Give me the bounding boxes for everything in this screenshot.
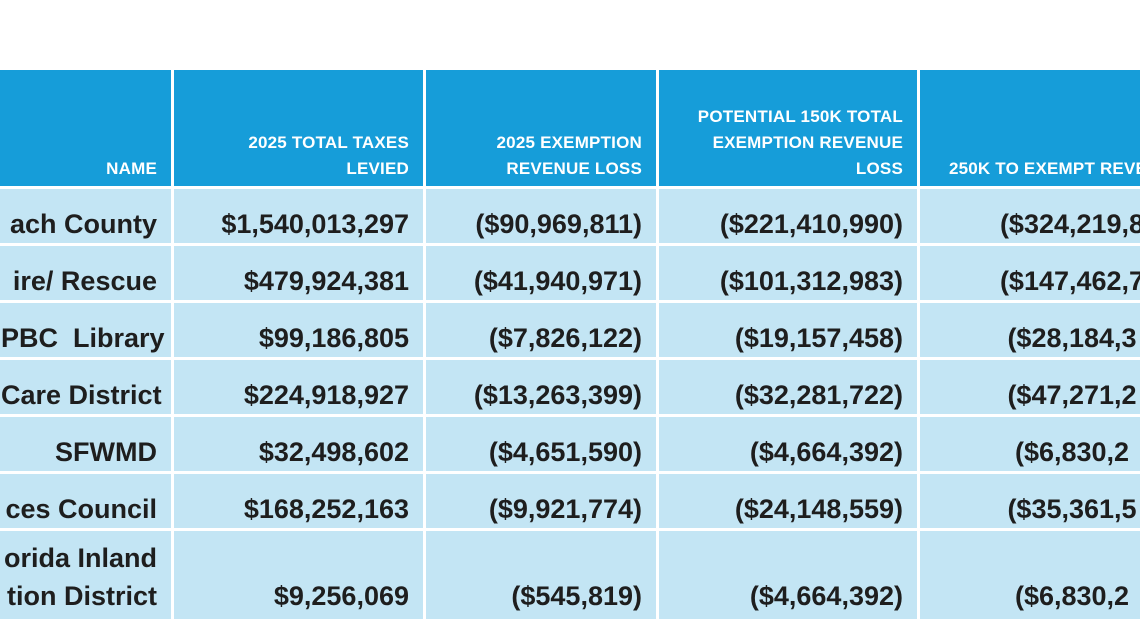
row-total-taxes: $1,540,013,297 [174, 189, 423, 243]
table-row: ach County $1,540,013,297 ($90,969,811) … [0, 189, 1140, 243]
header-name: NAME [0, 70, 171, 186]
row-total-taxes: $9,256,069 [174, 531, 423, 619]
row-150k-loss: ($4,664,392) [659, 531, 917, 619]
table-row: ces Council $168,252,163 ($9,921,774) ($… [0, 474, 1140, 528]
row-total-taxes: $32,498,602 [174, 417, 423, 471]
table-row: SFWMD $32,498,602 ($4,651,590) ($4,664,3… [0, 417, 1140, 471]
row-total-taxes: $168,252,163 [174, 474, 423, 528]
row-150k-loss: ($221,410,990) [659, 189, 917, 243]
row-name: ces Council [0, 474, 171, 528]
tax-exemption-table: NAME 2025 TOTAL TAXES LEVIED 2025 EXEMPT… [0, 67, 1140, 622]
row-total-taxes: $99,186,805 [174, 303, 423, 357]
row-name: Care District [0, 360, 171, 414]
row-total-taxes: $224,918,927 [174, 360, 423, 414]
row-total-taxes: $479,924,381 [174, 246, 423, 300]
header-150k-exemption-loss: POTENTIAL 150K TOTAL EXEMPTION REVENUE L… [659, 70, 917, 186]
row-name-line-2: tion District [6, 581, 157, 611]
header-250k-exemption-loss: 250K TO EXEMPT REVENUE L [920, 70, 1140, 186]
row-exemption-loss: ($90,969,811) [426, 189, 656, 243]
row-name-line-1: orida Inland [3, 543, 157, 573]
row-250k-loss: ($147,462,7 [920, 246, 1140, 300]
row-250k-loss: ($35,361,5 [920, 474, 1140, 528]
table-row: orida Inland tion District $9,256,069 ($… [0, 531, 1140, 619]
row-exemption-loss: ($41,940,971) [426, 246, 656, 300]
row-exemption-loss: ($7,826,122) [426, 303, 656, 357]
row-exemption-loss: ($13,263,399) [426, 360, 656, 414]
row-150k-loss: ($19,157,458) [659, 303, 917, 357]
header-row: NAME 2025 TOTAL TAXES LEVIED 2025 EXEMPT… [0, 70, 1140, 186]
row-150k-loss: ($32,281,722) [659, 360, 917, 414]
table-row: ire/ Rescue $479,924,381 ($41,940,971) (… [0, 246, 1140, 300]
row-name: PBC Library [0, 303, 171, 357]
row-150k-loss: ($4,664,392) [659, 417, 917, 471]
row-150k-loss: ($101,312,983) [659, 246, 917, 300]
row-250k-loss: ($6,830,2 [920, 531, 1140, 619]
row-name: ach County [0, 189, 171, 243]
row-exemption-loss: ($4,651,590) [426, 417, 656, 471]
row-250k-loss: ($324,219,8 [920, 189, 1140, 243]
row-name: ire/ Rescue [0, 246, 171, 300]
row-exemption-loss: ($545,819) [426, 531, 656, 619]
row-250k-loss: ($47,271,2 [920, 360, 1140, 414]
row-name: orida Inland tion District [0, 531, 171, 619]
table-row: PBC Library $99,186,805 ($7,826,122) ($1… [0, 303, 1140, 357]
table-row: Care District $224,918,927 ($13,263,399)… [0, 360, 1140, 414]
row-name: SFWMD [0, 417, 171, 471]
row-250k-loss: ($28,184,3 [920, 303, 1140, 357]
row-150k-loss: ($24,148,559) [659, 474, 917, 528]
header-total-taxes-levied: 2025 TOTAL TAXES LEVIED [174, 70, 423, 186]
header-exemption-revenue-loss: 2025 EXEMPTION REVENUE LOSS [426, 70, 656, 186]
row-250k-loss: ($6,830,2 [920, 417, 1140, 471]
row-exemption-loss: ($9,921,774) [426, 474, 656, 528]
